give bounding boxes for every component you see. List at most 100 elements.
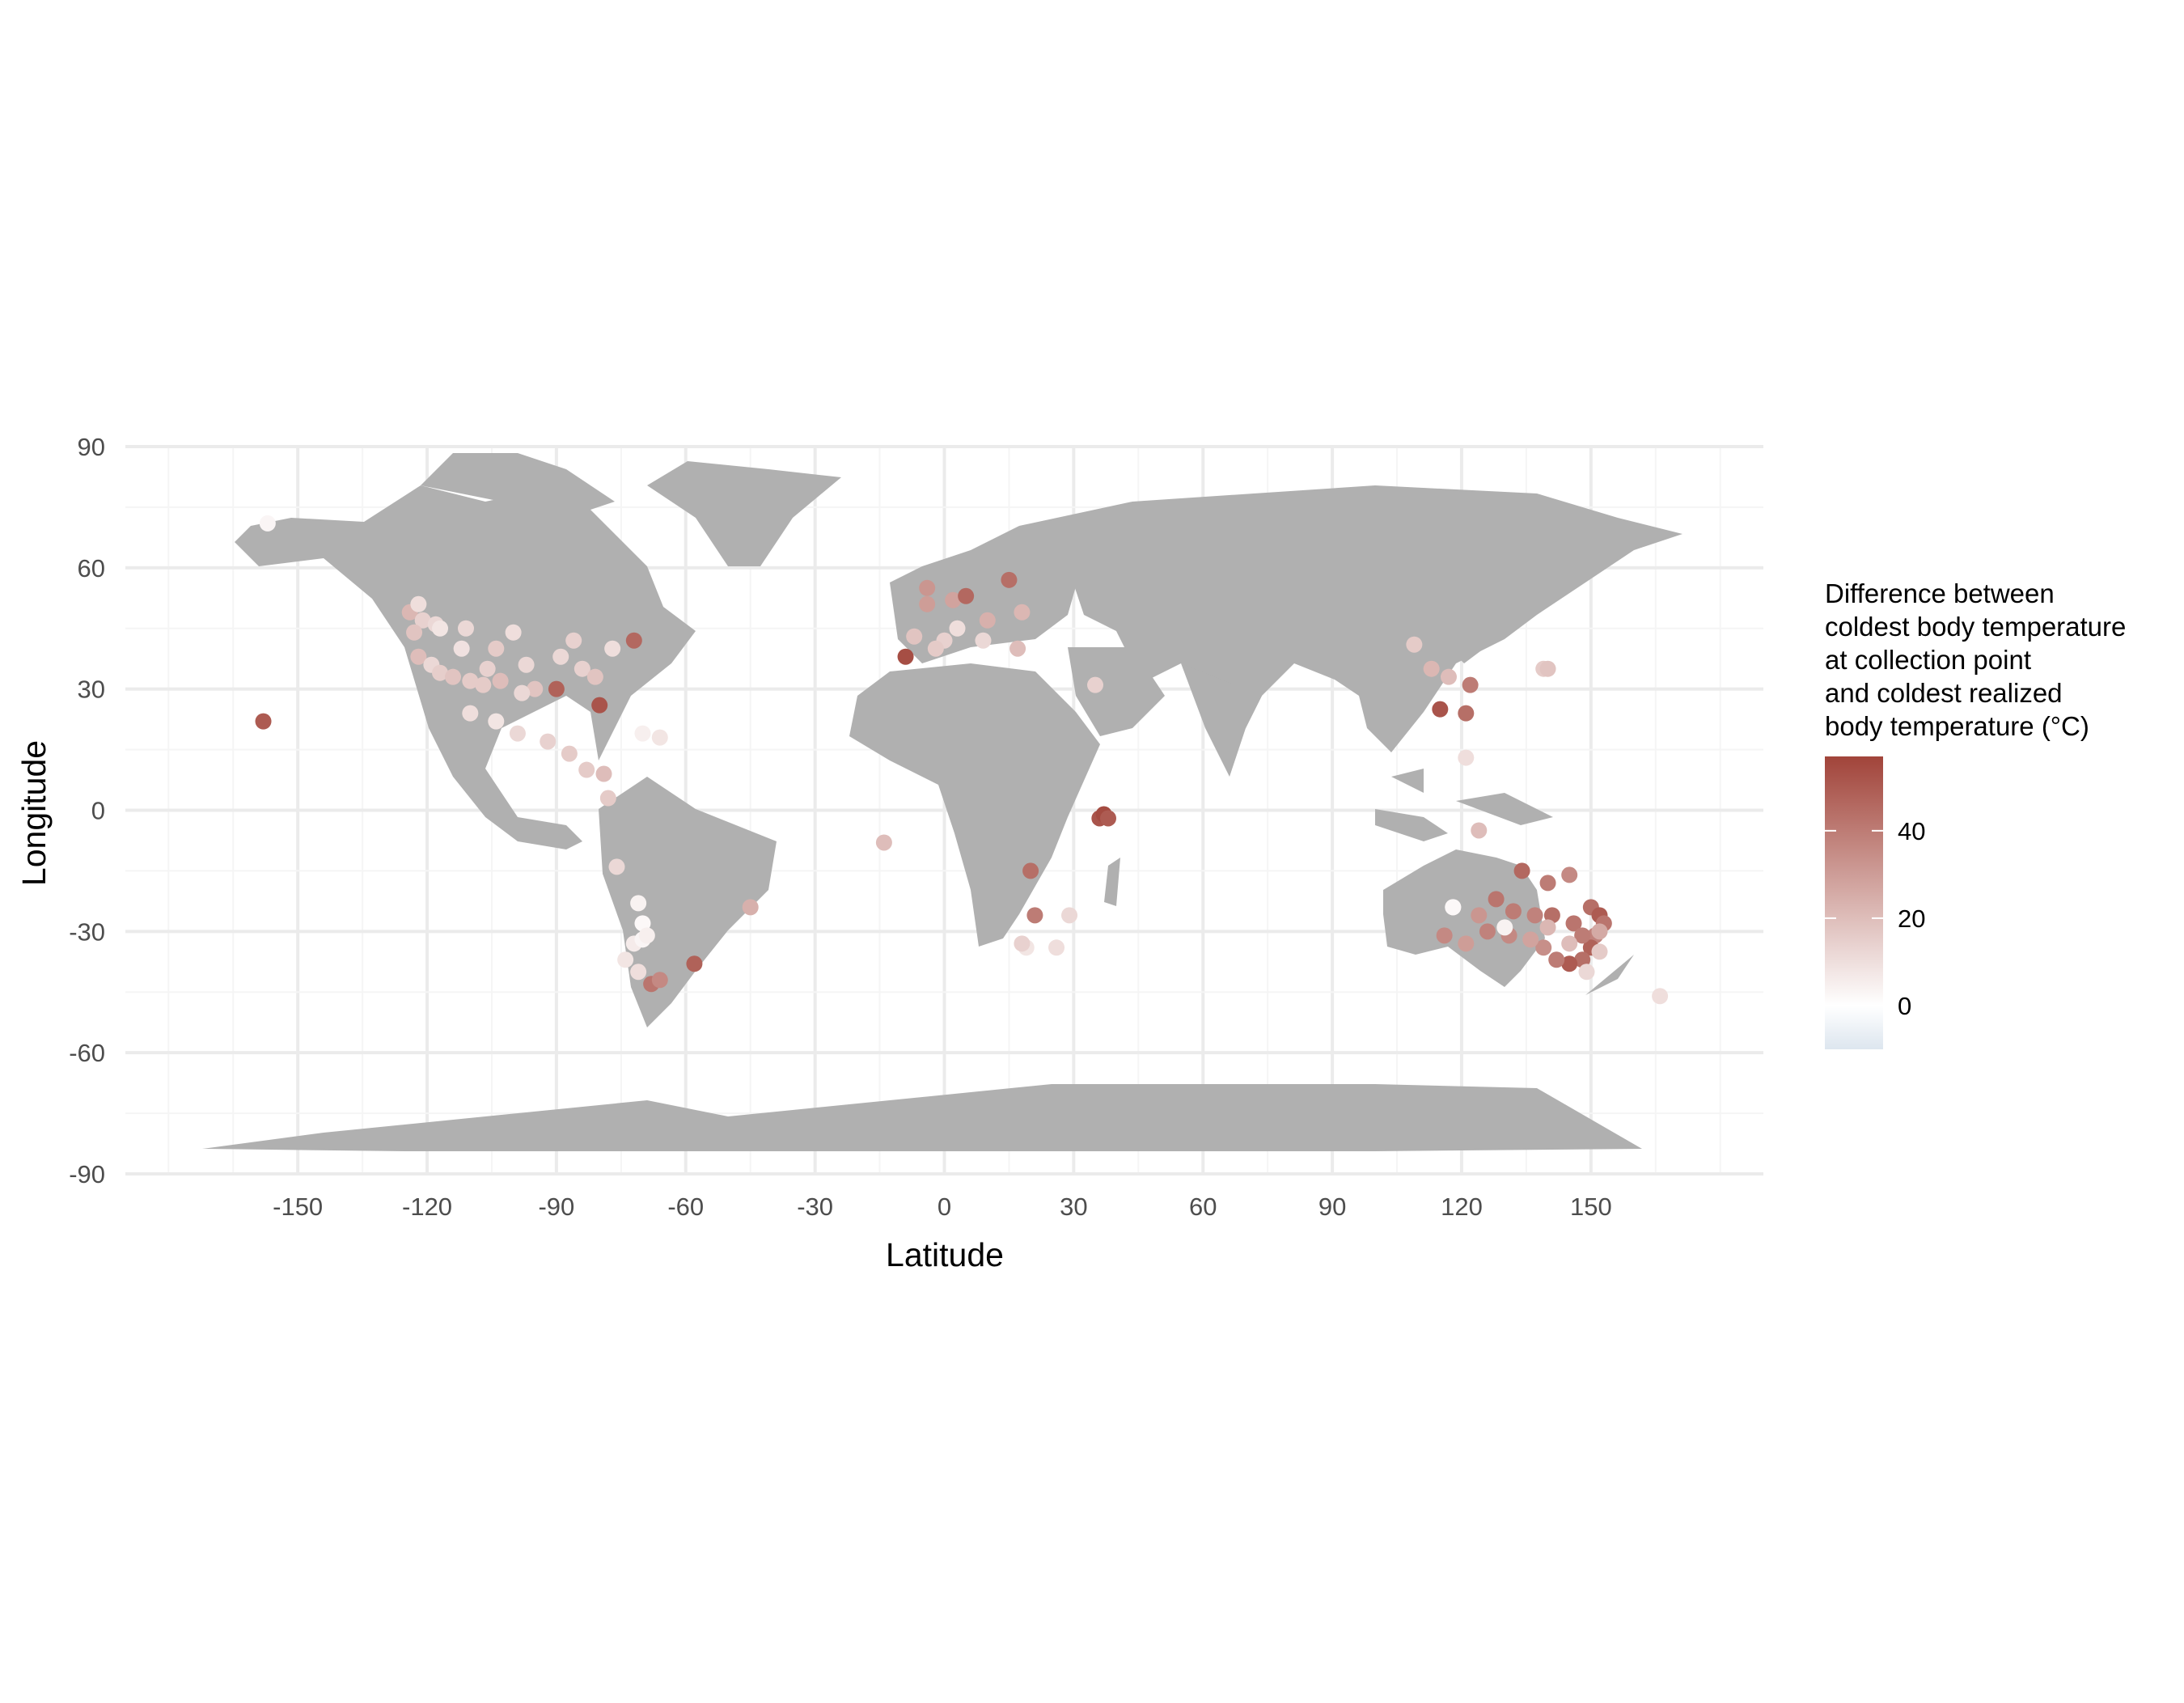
collection-point	[1445, 899, 1462, 916]
legend-colorbar	[1825, 756, 1883, 1049]
collection-point	[445, 668, 461, 685]
collection-point	[1423, 660, 1440, 677]
collection-point	[1561, 955, 1578, 972]
collection-point	[1561, 866, 1578, 883]
legend-tick-label: 20	[1898, 904, 1925, 933]
collection-point	[604, 640, 621, 657]
collection-point	[462, 705, 479, 722]
collection-point	[638, 927, 655, 944]
collection-point	[591, 697, 608, 714]
y-tick-label: 60	[78, 554, 105, 582]
collection-point	[1578, 964, 1595, 981]
collection-point	[875, 834, 892, 851]
collection-point	[742, 899, 759, 916]
collection-point	[1548, 951, 1565, 968]
collection-point	[630, 964, 647, 981]
collection-point	[492, 672, 509, 689]
collection-point	[599, 790, 616, 807]
collection-point	[1009, 640, 1026, 657]
collection-point	[1061, 907, 1078, 924]
land-masses	[202, 453, 1682, 1151]
land-north-america	[235, 485, 696, 849]
collection-point	[462, 672, 479, 689]
collection-point	[1539, 875, 1556, 892]
collection-point	[1014, 935, 1031, 952]
collection-point	[1505, 903, 1522, 920]
land-canadian-arctic	[421, 453, 615, 518]
legend-title-line: and coldest realized	[1825, 678, 2063, 708]
legend-title-line: Difference between	[1825, 578, 2055, 608]
collection-point	[527, 680, 544, 697]
collection-point	[410, 648, 427, 665]
collection-point	[1591, 943, 1608, 960]
x-tick-label: 0	[938, 1193, 951, 1221]
collection-point	[578, 761, 595, 778]
collection-point	[1591, 923, 1608, 940]
collection-point	[1014, 604, 1031, 621]
collection-point	[945, 591, 962, 608]
collection-point	[958, 587, 975, 604]
land-madagascar	[1104, 858, 1120, 906]
y-tick-label: 0	[91, 797, 105, 825]
collection-point	[514, 684, 531, 701]
collection-point	[979, 612, 996, 629]
collection-point	[548, 680, 565, 697]
collection-point	[1526, 907, 1543, 924]
x-tick-label: -120	[402, 1193, 452, 1221]
collection-points	[255, 515, 1669, 1005]
legend-tick-label: 0	[1898, 992, 1911, 1020]
collection-point	[919, 579, 936, 596]
collection-point	[1026, 907, 1043, 924]
collection-point	[1100, 810, 1116, 827]
collection-point	[919, 595, 936, 612]
collection-point	[1432, 701, 1449, 718]
collection-point	[457, 620, 474, 637]
land-greenland	[647, 461, 841, 566]
collection-point	[1535, 939, 1552, 956]
collection-point	[1048, 939, 1065, 956]
collection-point	[651, 972, 668, 989]
y-tick-label: 90	[78, 433, 105, 461]
collection-point	[453, 640, 470, 657]
y-tick-label: -30	[69, 917, 105, 946]
collection-point	[906, 628, 923, 645]
land-asia	[1019, 485, 1682, 752]
collection-point	[1522, 931, 1539, 948]
collection-point	[1406, 636, 1423, 653]
land-australia	[1383, 849, 1545, 987]
collection-point	[686, 955, 703, 972]
collection-point	[897, 648, 914, 665]
collection-point	[1458, 705, 1475, 722]
collection-point	[574, 660, 590, 677]
collection-point	[1436, 927, 1453, 944]
collection-point	[608, 858, 625, 875]
collection-point	[586, 668, 603, 685]
collection-point	[432, 664, 449, 681]
x-tick-label: -30	[797, 1193, 833, 1221]
x-tick-label: 60	[1189, 1193, 1217, 1221]
collection-point	[410, 595, 427, 612]
land-new-zealand	[1585, 955, 1634, 995]
collection-point	[1471, 907, 1488, 924]
land-japan	[1456, 582, 1513, 663]
x-tick-label: -60	[667, 1193, 704, 1221]
collection-point	[540, 733, 557, 750]
y-tick-label: -90	[69, 1160, 105, 1188]
collection-point	[1462, 676, 1479, 693]
land-europe	[890, 526, 1084, 663]
land-india	[1181, 663, 1262, 777]
collection-point	[630, 895, 647, 912]
land-southeast-asia-islands	[1375, 769, 1553, 841]
collection-point	[1652, 988, 1669, 1005]
x-tick-label: 90	[1318, 1193, 1346, 1221]
collection-point	[1001, 571, 1018, 588]
y-tick-label: -60	[69, 1039, 105, 1067]
collection-point	[259, 515, 276, 532]
land-south-america	[599, 777, 777, 1027]
x-tick-label: 30	[1060, 1193, 1087, 1221]
collection-point	[625, 632, 642, 649]
x-tick-label: -90	[538, 1193, 574, 1221]
collection-point	[617, 951, 634, 968]
collection-point	[1565, 915, 1582, 932]
